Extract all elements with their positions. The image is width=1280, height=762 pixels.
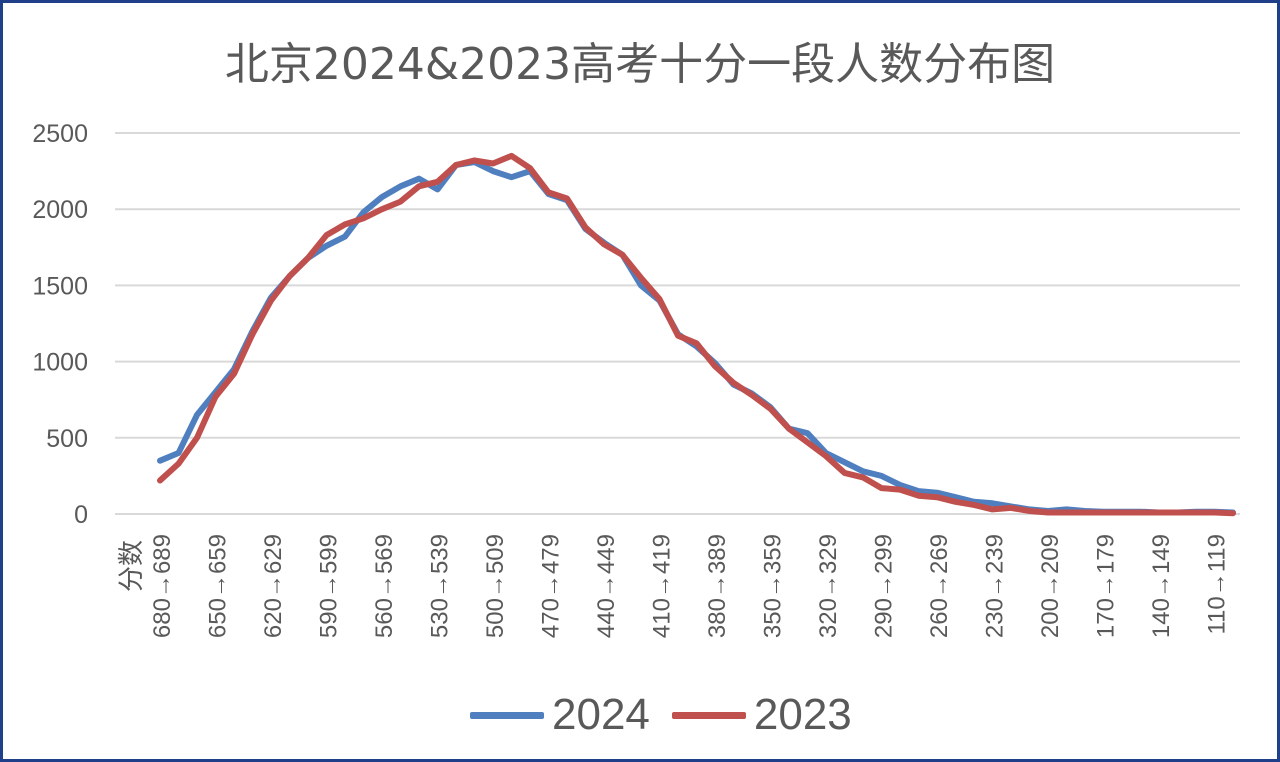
series-lines: [157, 152, 1236, 517]
x-axis-label: 分数: [117, 540, 147, 592]
y-tick-label: 1000: [32, 349, 88, 377]
x-tick-label: 560→569: [371, 534, 398, 638]
x-tick-label: 410→419: [649, 534, 676, 638]
x-tick-label: 170→179: [1093, 534, 1120, 638]
legend-item-2023: 2023: [671, 690, 852, 740]
y-tick-label: 500: [46, 425, 88, 453]
series-line-2024: [157, 159, 1236, 516]
y-tick-label: 1500: [32, 272, 88, 300]
x-tick-label: 530→539: [427, 534, 454, 638]
x-tick-label: 200→209: [1037, 534, 1064, 638]
x-tick-label: 230→239: [982, 534, 1009, 638]
x-tick-label: 380→389: [704, 534, 731, 638]
x-tick-label: 680→689: [149, 534, 176, 638]
x-tick-label: 620→629: [260, 534, 287, 638]
legend-label-2023: 2023: [753, 690, 852, 739]
line-chart: 0 500 1000 1500 2000 2500 680→689 650→659 620→6…: [32, 120, 1240, 638]
y-axis-ticks: 0 500 1000 1500 2000 2500: [32, 120, 88, 529]
legend: 2024 2023: [470, 690, 852, 740]
legend-swatch-2023: [671, 711, 746, 719]
x-tick-label: 110→119: [1204, 534, 1231, 635]
x-tick-label: 290→299: [871, 534, 898, 638]
x-tick-label: 500→509: [482, 534, 509, 638]
x-tick-label: 470→479: [538, 534, 565, 638]
x-tick-label: 260→269: [926, 534, 953, 638]
series-line-2023: [157, 152, 1236, 517]
y-tick-label: 2000: [32, 196, 88, 224]
legend-label-2024: 2024: [552, 690, 650, 739]
chart-title: 北京2024&2023高考十分一段人数分布图: [224, 39, 1056, 90]
y-tick-label: 2500: [32, 120, 88, 148]
legend-item-2024: 2024: [470, 690, 650, 740]
gridlines: [115, 132, 1240, 515]
x-tick-label: 650→659: [205, 534, 232, 638]
x-axis-ticks: 680→689 650→659 620→629 590→599 560→569 530→5…: [149, 534, 1231, 638]
x-tick-label: 140→149: [1148, 534, 1175, 638]
x-tick-label: 320→329: [815, 534, 842, 638]
x-tick-label: 590→599: [316, 534, 343, 638]
y-tick-label: 0: [74, 501, 88, 529]
x-tick-label: 440→449: [593, 534, 620, 638]
x-tick-label: 350→359: [760, 534, 787, 638]
legend-swatch-2024: [470, 711, 544, 719]
